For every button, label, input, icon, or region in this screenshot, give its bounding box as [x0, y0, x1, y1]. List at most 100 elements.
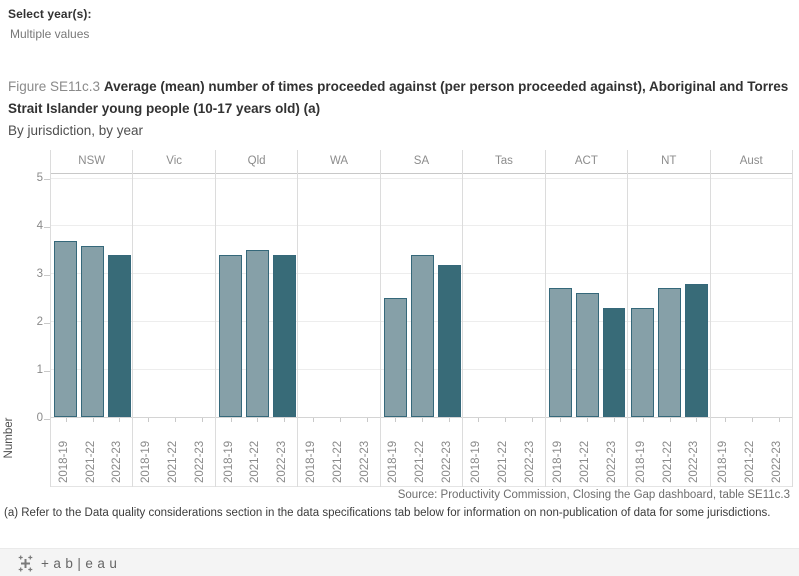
bar-sa-2021-22[interactable]	[410, 255, 434, 418]
y-tick-label-4: 4	[36, 219, 43, 232]
y-tick-mark	[44, 274, 50, 276]
plot-area-sa	[380, 173, 463, 419]
gridline	[133, 273, 215, 275]
gridline	[463, 273, 545, 275]
gridline	[463, 177, 545, 179]
tableau-logo-text: +ab|eau	[41, 555, 122, 571]
bar-nsw-2021-22[interactable]	[81, 245, 104, 418]
x-labels-aust: 2018-19 2021-22 2022-23	[710, 418, 792, 487]
bar-nsw-2022-23[interactable]	[108, 255, 131, 418]
x-tick-mark	[65, 418, 67, 423]
column-header-aust: Aust	[710, 150, 792, 174]
gridline	[298, 368, 380, 370]
gridline	[215, 225, 298, 227]
gridline	[463, 225, 545, 227]
x-tick-mark	[587, 418, 589, 423]
x-labels-nt: 2018-19 2021-22 2022-23	[628, 418, 710, 487]
x-tick-mark	[449, 418, 451, 423]
gridline	[298, 320, 380, 322]
year-filter: Select year(s): Multiple values	[8, 7, 92, 41]
x-tick-mark	[339, 418, 341, 423]
x-tick-mark	[312, 418, 314, 423]
x-tick-label-nt-2018-19: 2018-19	[634, 441, 647, 484]
x-tick-label-aust-2018-19: 2018-19	[717, 441, 730, 484]
x-tick-label-wa-2021-22: 2021-22	[331, 441, 344, 484]
y-tick-mark	[44, 226, 50, 228]
x-tick-mark	[174, 418, 176, 423]
x-tick-label-nsw-2018-19: 2018-19	[57, 441, 70, 484]
y-tick-label-0: 0	[36, 412, 43, 424]
gridline	[710, 320, 792, 322]
x-tick-mark	[642, 418, 644, 423]
tableau-footer-bar: +ab|eau	[0, 548, 799, 576]
y-tick-mark	[44, 419, 50, 420]
x-tick-label-vic-2022-23: 2022-23	[193, 441, 206, 484]
x-labels-wa: 2018-19 2021-22 2022-23	[298, 418, 380, 487]
chart-title-block: Figure SE11c.3 Average (mean) number of …	[8, 76, 794, 142]
gridline	[628, 177, 710, 179]
gridline	[628, 273, 710, 275]
plot-area-vic	[133, 173, 215, 419]
x-tick-label-nsw-2022-23: 2022-23	[111, 441, 124, 484]
x-tick-label-qld-2018-19: 2018-19	[222, 441, 235, 484]
bar-sa-2022-23[interactable]	[437, 264, 461, 418]
gridline	[463, 368, 545, 370]
x-tick-mark	[531, 418, 533, 423]
x-tick-mark	[504, 418, 506, 423]
column-header-nsw: NSW	[51, 150, 133, 174]
x-tick-label-act-2021-22: 2021-22	[579, 441, 592, 484]
bar-act-2021-22[interactable]	[575, 293, 599, 418]
bar-act-2018-19[interactable]	[548, 288, 572, 418]
year-filter-dropdown[interactable]: Multiple values	[10, 27, 90, 41]
x-tick-label-tas-2022-23: 2022-23	[523, 441, 536, 484]
tableau-logo-icon	[17, 555, 34, 572]
plot-area-qld	[215, 173, 298, 419]
column-header-qld: Qld	[215, 150, 298, 174]
bar-nsw-2018-19[interactable]	[54, 240, 78, 418]
y-tick-mark	[44, 370, 50, 372]
x-labels-nsw: 2018-19 2021-22 2022-23	[51, 418, 133, 487]
chart-column-aust: Aust 2018-19 2021-22 2022-23	[709, 150, 793, 487]
gridline	[298, 273, 380, 275]
bar-nt-2018-19[interactable]	[631, 307, 655, 418]
footnote-text: (a) Refer to the Data quality considerat…	[4, 507, 771, 519]
gridline	[133, 177, 215, 179]
x-labels-qld: 2018-19 2021-22 2022-23	[215, 418, 298, 487]
bar-nt-2021-22[interactable]	[658, 288, 681, 418]
x-tick-mark	[395, 418, 397, 423]
y-tick-label-1: 1	[36, 363, 43, 376]
y-tick-label-2: 2	[36, 315, 43, 328]
bar-sa-2018-19[interactable]	[384, 298, 407, 418]
column-header-vic: Vic	[133, 150, 215, 174]
x-tick-label-nt-2021-22: 2021-22	[661, 441, 674, 484]
chart-column-nt: NT 2018-19 2021-22 2022-23	[627, 150, 710, 487]
gridline	[215, 177, 298, 179]
bar-nt-2022-23[interactable]	[685, 283, 708, 418]
gridline	[628, 225, 710, 227]
x-tick-mark	[230, 418, 232, 423]
bar-qld-2022-23[interactable]	[272, 255, 296, 418]
x-labels-sa: 2018-19 2021-22 2022-23	[380, 418, 463, 487]
bar-act-2022-23[interactable]	[602, 307, 626, 418]
x-tick-label-wa-2018-19: 2018-19	[304, 441, 317, 484]
chart-column-sa: SA 2018-19 2021-22 2022-23	[379, 150, 463, 487]
plot-area-act	[545, 173, 628, 419]
tableau-logo[interactable]: +ab|eau	[17, 555, 121, 572]
x-tick-mark	[119, 418, 121, 423]
x-tick-label-nsw-2021-22: 2021-22	[84, 441, 97, 484]
x-tick-mark	[284, 418, 286, 423]
x-tick-label-aust-2021-22: 2021-22	[744, 441, 757, 484]
x-labels-tas: 2018-19 2021-22 2022-23	[463, 418, 545, 487]
gridline	[710, 177, 792, 179]
x-tick-mark	[669, 418, 671, 423]
x-tick-label-qld-2021-22: 2021-22	[249, 441, 262, 484]
bar-qld-2021-22[interactable]	[246, 250, 269, 418]
chart-column-qld: Qld 2018-19 2021-22 2022-23	[214, 150, 298, 487]
x-tick-mark	[148, 418, 150, 423]
y-tick-mark	[44, 322, 50, 324]
gridline	[545, 273, 628, 275]
bar-qld-2018-19[interactable]	[219, 255, 242, 418]
